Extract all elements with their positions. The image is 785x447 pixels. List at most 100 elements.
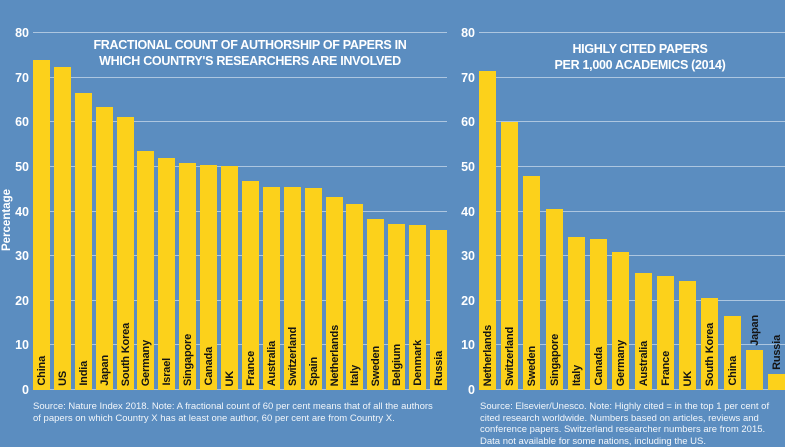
y-axis-tick-labels: 0 10 20 30 40 50 60 70 80 (0, 26, 29, 397)
bar-label: Israel (160, 358, 173, 386)
bar-label: Australia (637, 340, 650, 386)
bar: Singapore (546, 209, 563, 390)
gridline-80 (479, 32, 785, 33)
bar: France (657, 276, 674, 390)
y-tick-label: 40 (15, 204, 29, 219)
y-tick-label: 50 (15, 159, 29, 174)
bar-label: Spain (307, 357, 320, 386)
plot-area: China US India Japan South Korea Germany Israe… (33, 32, 447, 390)
bar-label: Italy (570, 364, 583, 386)
gridline-0 (33, 389, 447, 390)
gridline-50 (479, 165, 785, 167)
y-tick-label: 70 (461, 70, 475, 85)
bar-label: China (726, 356, 739, 386)
chart-title: FRACTIONAL COUNT OF AUTHORSHIP OF PAPERS… (93, 37, 406, 69)
bar-label: South Korea (119, 322, 132, 386)
bar-label: Singapore (181, 334, 194, 386)
y-axis-tick-labels: 0 10 20 30 40 50 60 70 80 (437, 26, 475, 397)
bar-label: Canada (202, 347, 215, 386)
gridline-20 (479, 299, 785, 301)
bar: Switzerland (501, 121, 518, 390)
gridline-30 (33, 255, 447, 257)
bar: China (724, 316, 741, 390)
bar: Italy (346, 203, 363, 390)
y-tick-label: 0 (468, 383, 475, 397)
y-tick-label: 20 (15, 293, 29, 308)
plot-area: Netherlands Switzerland Sweden Singapore Ita… (479, 32, 785, 390)
bar: Belgium (388, 223, 405, 390)
bar-label: South Korea (703, 322, 716, 386)
bar: Germany (137, 151, 154, 390)
bar: Singapore (179, 162, 196, 390)
y-tick-label: 10 (461, 338, 475, 353)
bar: Japan (746, 315, 763, 390)
bar-label: Netherlands (481, 324, 494, 386)
chart-title-line-1: FRACTIONAL COUNT OF AUTHORSHIP OF PAPERS… (93, 38, 407, 52)
gridline-40 (479, 210, 785, 212)
y-tick-label: 50 (461, 159, 475, 174)
gridline-50 (33, 165, 447, 167)
chart-title-line-2: PER 1,000 ACADEMICS (2014) (554, 58, 726, 72)
gridline-60 (479, 121, 785, 123)
bar: Russia (430, 230, 447, 390)
bar: South Korea (117, 116, 134, 390)
bar: Canada (590, 239, 607, 390)
bar-label: UK (223, 370, 236, 387)
bar-label: Italy (348, 364, 361, 386)
y-tick-label: 10 (15, 338, 29, 353)
chart-title-line-1: HIGHLY CITED PAPERS (572, 42, 708, 56)
y-tick-label: 30 (461, 249, 475, 264)
gridline-40 (33, 210, 447, 212)
y-tick-label: 80 (461, 26, 475, 40)
bar-label: Germany (614, 339, 627, 386)
gridline-80 (33, 32, 447, 33)
bar-label: Japan (98, 355, 111, 386)
bar-label: Singapore (548, 334, 561, 386)
chart-title: HIGHLY CITED PAPERS PER 1,000 ACADEMICS … (555, 41, 726, 73)
y-tick-label: 60 (461, 115, 475, 130)
bar-label: Germany (139, 339, 152, 386)
bar-label: Switzerland (286, 327, 299, 386)
bar: Denmark (409, 225, 426, 390)
bar-label: Sweden (369, 345, 382, 386)
bar-label: Japan (748, 315, 761, 346)
bar: Australia (635, 273, 652, 390)
gridline-60 (33, 121, 447, 123)
y-tick-label: 0 (22, 383, 29, 397)
bar: Canada (200, 165, 217, 390)
bar: Russia (768, 335, 785, 390)
bar: France (242, 181, 259, 390)
bar: China (33, 59, 50, 390)
bar: Netherlands (326, 197, 343, 390)
bar-label: France (659, 351, 672, 386)
bar-label: UK (681, 370, 694, 387)
bar: Germany (612, 251, 629, 390)
source-note: Source: Nature Index 2018. Note: A fract… (33, 401, 433, 424)
bar-label: Canada (592, 347, 605, 386)
bar: UK (221, 166, 238, 390)
bar-label: China (35, 356, 48, 386)
gridline-20 (33, 299, 447, 301)
bar: Israel (158, 157, 175, 390)
bar-label: Netherlands (328, 324, 341, 386)
bar: Netherlands (479, 70, 496, 390)
bar: Spain (305, 188, 322, 390)
bar: Japan (96, 106, 113, 390)
bar-label: US (56, 371, 69, 386)
gridline-70 (33, 76, 447, 78)
bar: Switzerland (284, 187, 301, 390)
bar: Sweden (523, 175, 540, 390)
bar-label: Belgium (390, 344, 403, 386)
gridline-0 (479, 389, 785, 390)
bar-label: Sweden (525, 345, 538, 386)
gridline-70 (479, 76, 785, 78)
y-tick-label: 70 (15, 70, 29, 85)
bar: Italy (568, 236, 585, 390)
gridline-10 (479, 344, 785, 346)
chart-title-line-2: WHICH COUNTRY'S RESEARCHERS ARE INVOLVED (99, 54, 401, 68)
source-note: Source: Elsevier/Unesco. Note: Highly ci… (480, 401, 770, 447)
y-tick-label: 60 (15, 115, 29, 130)
y-tick-label: 80 (15, 26, 29, 40)
y-tick-label: 20 (461, 293, 475, 308)
bar: UK (679, 280, 696, 390)
